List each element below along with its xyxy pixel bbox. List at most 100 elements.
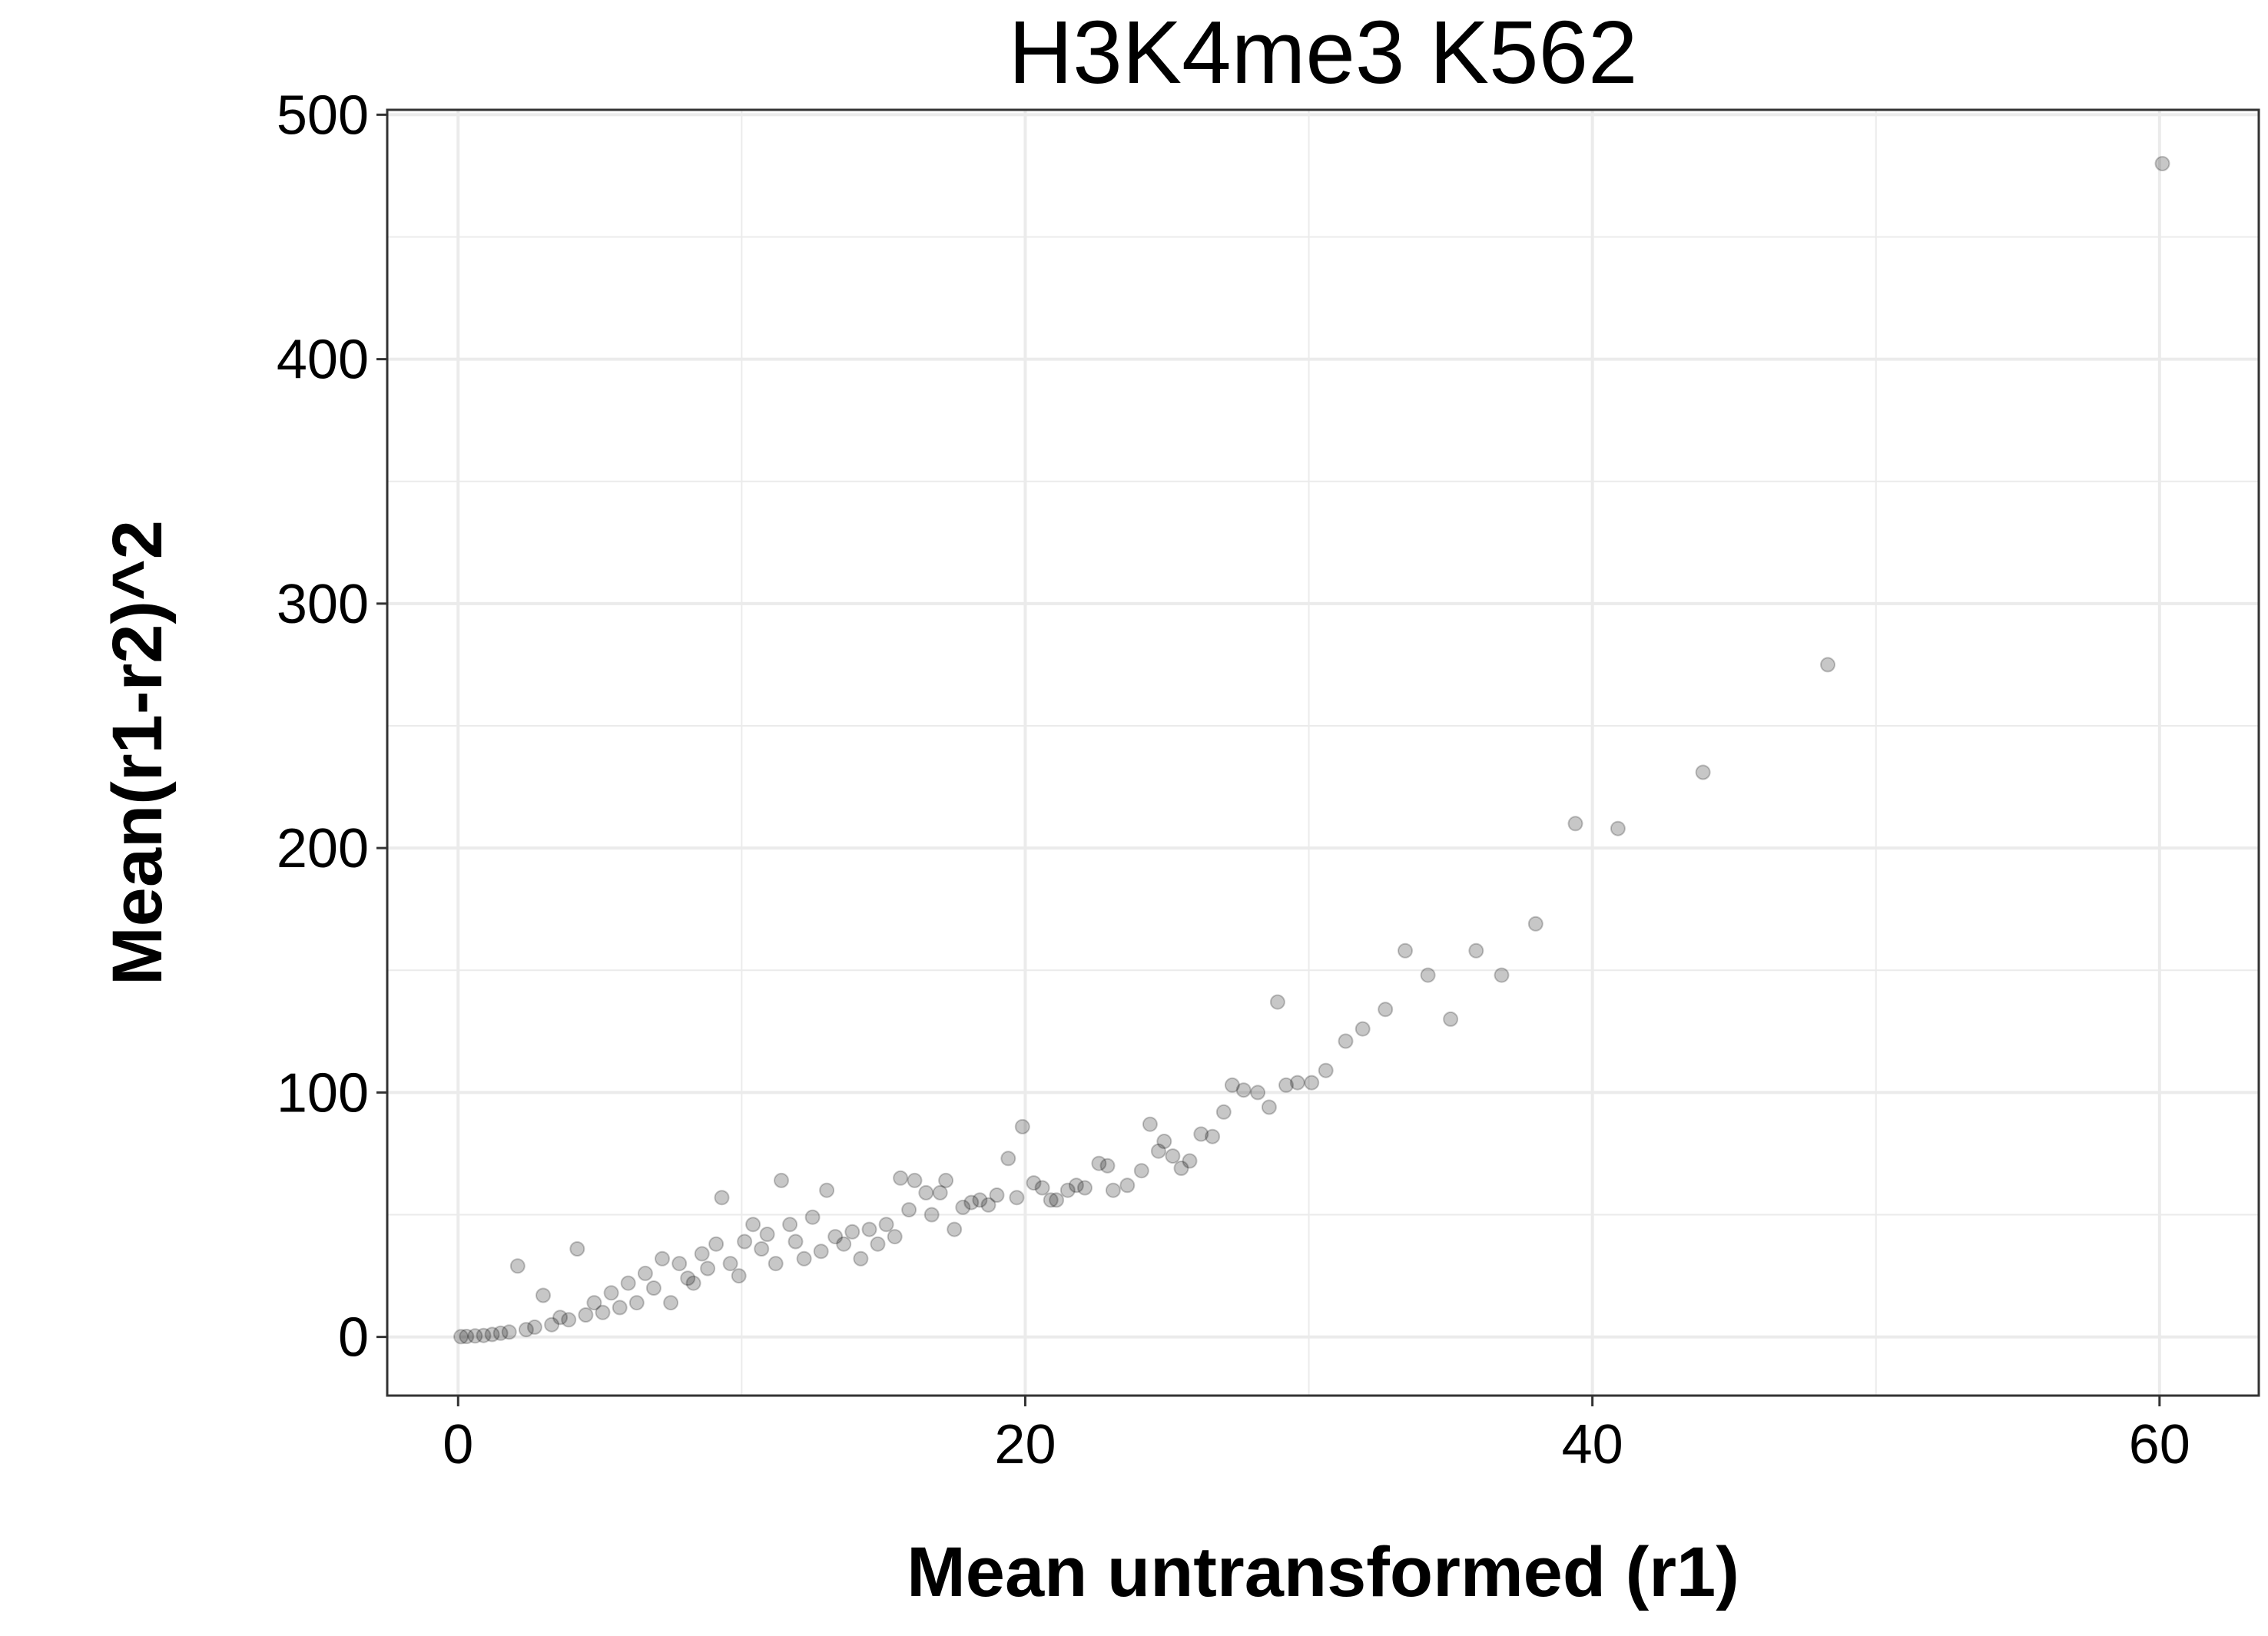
- y-tick-label: 500: [277, 84, 369, 146]
- data-point: [612, 1300, 628, 1316]
- data-point: [671, 1256, 688, 1272]
- x-axis-label: Mean untransformed (r1): [907, 1533, 1739, 1611]
- data-point: [645, 1280, 662, 1296]
- data-point: [1000, 1151, 1016, 1167]
- data-point: [569, 1241, 585, 1257]
- data-point: [1026, 1175, 1042, 1191]
- data-point: [737, 1234, 753, 1250]
- grid-lines: [387, 110, 2259, 1396]
- data-point: [813, 1244, 829, 1260]
- data-point: [1354, 1021, 1371, 1037]
- data-point: [1420, 967, 1436, 983]
- data-point: [947, 1221, 963, 1237]
- data-point: [1443, 1011, 1459, 1027]
- data-point: [722, 1256, 738, 1272]
- data-point: [586, 1295, 602, 1311]
- y-tick-label: 200: [277, 818, 369, 879]
- data-point: [980, 1197, 996, 1213]
- data-point: [1695, 764, 1711, 780]
- x-tick-label: 60: [2129, 1414, 2190, 1475]
- plot-panel-border: [386, 108, 2260, 1397]
- data-point: [700, 1260, 716, 1277]
- data-point: [1468, 942, 1484, 959]
- data-point: [819, 1182, 835, 1198]
- data-point: [1205, 1128, 1221, 1144]
- data-point: [1133, 1163, 1149, 1179]
- data-point: [782, 1217, 798, 1233]
- data-point: [1215, 1104, 1232, 1120]
- data-point: [561, 1312, 577, 1328]
- data-point: [544, 1316, 560, 1333]
- data-point: [796, 1250, 812, 1267]
- data-point: [731, 1268, 747, 1284]
- data-point: [955, 1199, 971, 1215]
- data-point: [918, 1184, 934, 1201]
- data-point: [1059, 1182, 1076, 1198]
- data-point: [467, 1328, 483, 1344]
- x-tick-label: 20: [994, 1414, 1056, 1475]
- y-tick-label: 0: [338, 1307, 369, 1369]
- data-point: [1610, 820, 1626, 836]
- x-tick-label: 40: [1562, 1414, 1623, 1475]
- data-point: [1165, 1148, 1181, 1164]
- data-point: [1077, 1180, 1093, 1196]
- data-point: [1150, 1143, 1166, 1159]
- y-tick-label: 400: [277, 330, 369, 391]
- data-point: [628, 1295, 645, 1311]
- data-point: [680, 1270, 696, 1287]
- data-point: [1318, 1062, 1334, 1078]
- data-point: [484, 1326, 500, 1343]
- data-point: [1261, 1099, 1277, 1115]
- data-point: [754, 1241, 770, 1257]
- data-point: [1014, 1118, 1030, 1134]
- y-axis-label: Mean(r1-r2)^2: [98, 520, 177, 985]
- data-point: [595, 1304, 611, 1320]
- data-point: [1156, 1134, 1172, 1149]
- data-point: [853, 1250, 869, 1267]
- data-point: [893, 1170, 909, 1186]
- data-point: [844, 1224, 860, 1240]
- data-point: [768, 1256, 784, 1272]
- data-point: [1398, 942, 1413, 959]
- data-point: [932, 1184, 948, 1201]
- data-point: [788, 1234, 804, 1250]
- data-point: [1820, 657, 1835, 673]
- data-point: [827, 1229, 844, 1245]
- axes: 0 20 40 60 0 100 200 300 400 500: [277, 84, 2190, 1475]
- data-point: [745, 1217, 761, 1233]
- data-point: [989, 1187, 1005, 1203]
- data-point: [901, 1202, 917, 1218]
- data-point: [1068, 1177, 1084, 1194]
- data-point: [774, 1172, 789, 1188]
- data-point: [663, 1295, 679, 1311]
- data-point: [1182, 1153, 1198, 1169]
- data-point: [1304, 1075, 1320, 1091]
- data-point: [603, 1285, 619, 1301]
- data-point: [1224, 1077, 1240, 1093]
- x-tick-label: 0: [443, 1414, 473, 1475]
- data-point: [1289, 1075, 1305, 1091]
- data-point: [637, 1265, 653, 1281]
- data-point: [861, 1221, 877, 1237]
- data-point: [694, 1246, 710, 1262]
- data-points: [453, 156, 2170, 1345]
- data-point: [1105, 1182, 1121, 1198]
- data-point: [907, 1172, 923, 1188]
- data-point: [923, 1207, 940, 1223]
- data-point: [655, 1250, 670, 1267]
- data-point: [459, 1329, 475, 1344]
- data-point: [1099, 1157, 1116, 1174]
- data-point: [492, 1325, 509, 1341]
- data-point: [620, 1275, 636, 1291]
- data-point: [878, 1217, 894, 1233]
- data-point: [972, 1192, 988, 1208]
- data-point: [1034, 1180, 1050, 1196]
- data-point: [518, 1322, 534, 1338]
- data-point: [804, 1209, 821, 1225]
- data-point: [1091, 1155, 1107, 1171]
- data-point: [1009, 1190, 1025, 1206]
- data-point: [938, 1172, 954, 1188]
- data-point: [1043, 1192, 1059, 1208]
